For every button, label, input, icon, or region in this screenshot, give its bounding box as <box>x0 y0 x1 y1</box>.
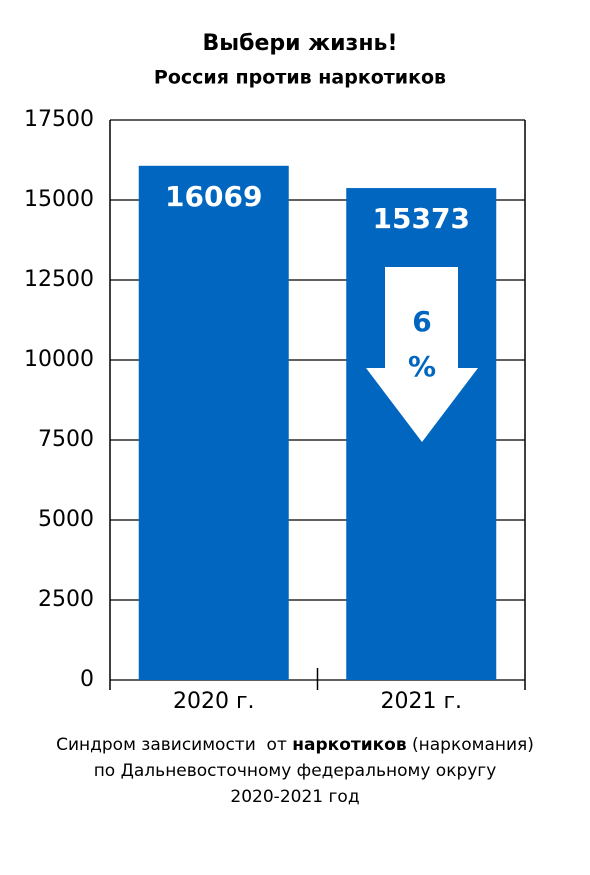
bar <box>138 165 289 681</box>
x-tick-label: 2020 г. <box>173 689 255 714</box>
value-label: 15373 <box>373 202 470 235</box>
caption-line: по Дальневосточному федеральному округу <box>0 758 590 784</box>
annotation: 6 <box>412 305 431 338</box>
y-tick-label: 15000 <box>24 187 94 212</box>
decrease-arrow <box>366 267 478 442</box>
caption-text: 2020-2021 год <box>230 787 360 807</box>
y-tick-label: 0 <box>80 667 94 692</box>
chart-subtitle: Россия против наркотиков <box>154 67 446 89</box>
caption: Синдром зависимости от наркотиков (нарко… <box>0 732 590 810</box>
caption-text: Синдром зависимости от <box>56 735 293 755</box>
y-tick-label: 12500 <box>24 267 94 292</box>
caption-line: 2020-2021 год <box>0 784 590 810</box>
chart: Выбери жизнь! Россия против наркотиков 0… <box>24 31 526 714</box>
caption-text: по Дальневосточному федеральному округу <box>93 761 497 781</box>
y-tick-label: 7500 <box>38 427 94 452</box>
y-tick-label: 10000 <box>24 347 94 372</box>
caption-text: (наркомания) <box>406 735 534 755</box>
caption-line: Синдром зависимости от наркотиков (нарко… <box>0 732 590 758</box>
annotation: % <box>408 350 436 383</box>
y-tick-label: 5000 <box>38 507 94 532</box>
y-tick-label: 17500 <box>24 107 94 132</box>
caption-text: наркотиков <box>292 735 407 755</box>
value-label: 16069 <box>165 180 262 213</box>
chart-title: Выбери жизнь! <box>202 31 397 56</box>
y-tick-label: 2500 <box>38 587 94 612</box>
x-tick-label: 2021 г. <box>380 689 462 714</box>
